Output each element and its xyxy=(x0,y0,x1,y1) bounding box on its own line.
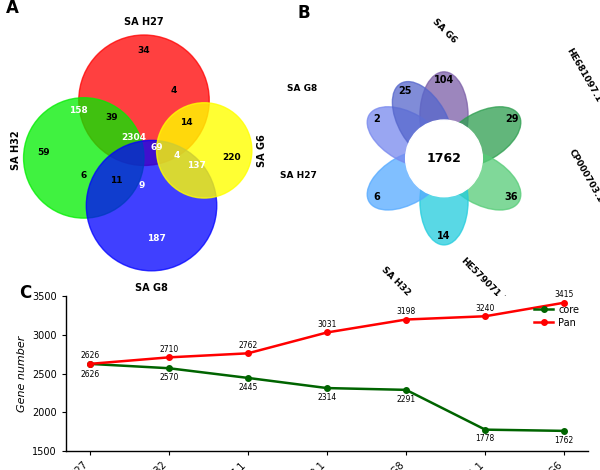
Text: 14: 14 xyxy=(437,231,451,242)
Text: SA G6: SA G6 xyxy=(257,134,267,167)
Text: 4: 4 xyxy=(173,151,180,160)
Text: 69: 69 xyxy=(150,143,163,152)
Text: 29: 29 xyxy=(505,114,518,125)
core xyxy=(244,375,251,381)
Text: 2314: 2314 xyxy=(317,393,337,402)
core xyxy=(482,427,489,432)
Ellipse shape xyxy=(420,157,468,245)
Text: SA H27: SA H27 xyxy=(280,172,317,180)
Text: 137: 137 xyxy=(187,161,206,170)
Line: core: core xyxy=(87,361,567,434)
Circle shape xyxy=(86,141,217,271)
core xyxy=(560,428,568,434)
Text: CP000703.1: CP000703.1 xyxy=(566,148,600,204)
Text: 158: 158 xyxy=(70,106,88,115)
Text: 11: 11 xyxy=(110,176,122,185)
Text: 4: 4 xyxy=(171,86,177,94)
Text: 36: 36 xyxy=(505,192,518,203)
Text: 2626: 2626 xyxy=(80,370,100,379)
Circle shape xyxy=(157,103,252,198)
Text: 2570: 2570 xyxy=(159,373,179,382)
Text: 39: 39 xyxy=(105,113,118,122)
Ellipse shape xyxy=(420,72,468,159)
Pan xyxy=(244,351,251,356)
Text: 25: 25 xyxy=(398,86,412,96)
Text: SA G8: SA G8 xyxy=(287,84,317,93)
Text: 2: 2 xyxy=(373,114,380,125)
Text: 59: 59 xyxy=(37,149,50,157)
Pan xyxy=(560,300,568,306)
Pan xyxy=(323,329,331,335)
Ellipse shape xyxy=(367,107,447,167)
core xyxy=(86,361,94,367)
Text: 3198: 3198 xyxy=(397,307,416,316)
Ellipse shape xyxy=(392,82,453,161)
core xyxy=(165,365,172,371)
Text: 3240: 3240 xyxy=(475,304,495,313)
Text: 6: 6 xyxy=(373,192,380,203)
Text: HE579071.1: HE579071.1 xyxy=(458,256,508,306)
Text: 1778: 1778 xyxy=(476,434,495,443)
Text: B: B xyxy=(298,4,311,22)
Text: C: C xyxy=(19,284,31,302)
Circle shape xyxy=(406,120,482,197)
Y-axis label: Gene number: Gene number xyxy=(17,336,26,412)
Text: 2304: 2304 xyxy=(121,133,146,142)
Text: A: A xyxy=(6,0,19,16)
Text: 220: 220 xyxy=(223,153,241,163)
Text: 6: 6 xyxy=(80,171,87,180)
Pan xyxy=(165,354,172,360)
Text: 2291: 2291 xyxy=(397,394,416,404)
Text: 3031: 3031 xyxy=(317,320,337,329)
Ellipse shape xyxy=(441,149,521,210)
Text: SA H32: SA H32 xyxy=(380,265,412,297)
Text: 14: 14 xyxy=(181,118,193,127)
Pan xyxy=(403,317,410,322)
Text: 2710: 2710 xyxy=(159,345,178,354)
Text: 3415: 3415 xyxy=(554,290,574,299)
Pan xyxy=(86,361,94,367)
Text: 1762: 1762 xyxy=(427,152,461,165)
Text: 1762: 1762 xyxy=(554,436,574,445)
Circle shape xyxy=(23,98,144,218)
Pan xyxy=(482,313,489,319)
Text: 2626: 2626 xyxy=(80,352,100,360)
Legend: core, Pan: core, Pan xyxy=(530,301,583,332)
Text: SA H27: SA H27 xyxy=(124,17,164,27)
Text: SA H32: SA H32 xyxy=(11,131,21,170)
Text: 187: 187 xyxy=(147,234,166,243)
Text: 34: 34 xyxy=(137,46,151,55)
Circle shape xyxy=(79,35,209,165)
Text: SA G6: SA G6 xyxy=(430,17,458,45)
core xyxy=(323,385,331,391)
Text: SA G8: SA G8 xyxy=(135,283,168,293)
Line: Pan: Pan xyxy=(87,300,567,367)
Text: 9: 9 xyxy=(139,181,145,190)
Text: 2762: 2762 xyxy=(238,341,257,350)
Ellipse shape xyxy=(367,149,447,210)
Ellipse shape xyxy=(441,107,521,167)
Text: 2445: 2445 xyxy=(238,383,257,392)
Text: 104: 104 xyxy=(434,75,454,85)
core xyxy=(403,387,410,392)
Text: HE681097.1: HE681097.1 xyxy=(565,47,600,104)
